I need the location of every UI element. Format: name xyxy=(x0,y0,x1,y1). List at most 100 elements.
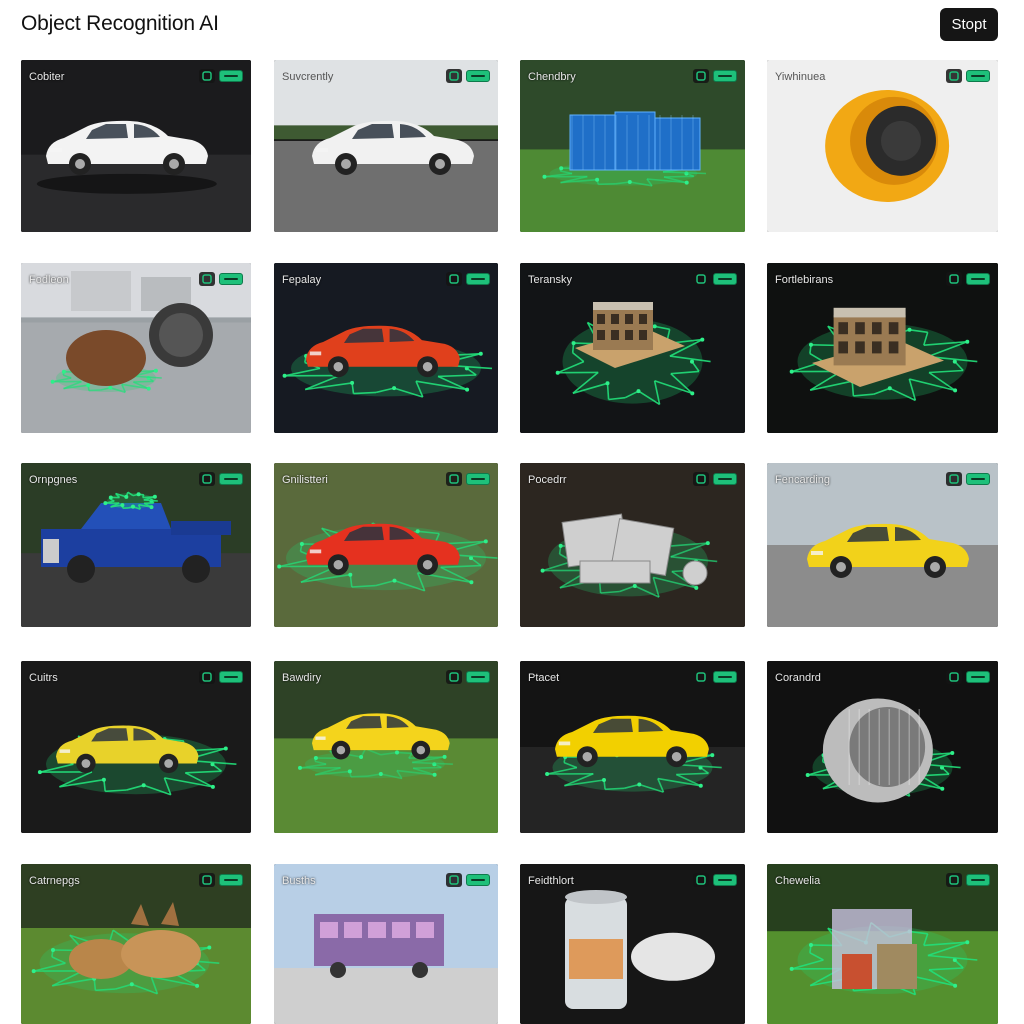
tile-badges xyxy=(446,472,490,486)
tile-label: Fortlebirans xyxy=(775,274,834,286)
detection-status-icon xyxy=(966,874,990,886)
detection-status-icon xyxy=(713,70,737,82)
scan-icon xyxy=(946,272,962,286)
detection-status-icon xyxy=(219,671,243,683)
start-button[interactable]: Stopt xyxy=(940,8,998,41)
tile-label: Ptacet xyxy=(528,672,560,684)
detection-status-icon xyxy=(713,874,737,886)
scan-icon xyxy=(199,873,215,887)
tile-label: Bawdiry xyxy=(282,672,322,684)
tile-image xyxy=(21,60,251,232)
tile-image xyxy=(21,263,251,433)
result-tile[interactable]: Ornpgnes xyxy=(21,463,251,627)
detection-status-icon xyxy=(466,671,490,683)
detection-status-icon xyxy=(713,473,737,485)
scan-icon xyxy=(693,272,709,286)
tile-image xyxy=(767,263,998,433)
result-tile[interactable]: Cobiter xyxy=(21,60,251,232)
tile-badges xyxy=(446,670,490,684)
scan-icon xyxy=(946,670,962,684)
tile-image xyxy=(520,661,745,833)
result-tile[interactable]: Yiwhinuea xyxy=(767,60,998,232)
tile-badges xyxy=(199,69,243,83)
tile-badges xyxy=(946,670,990,684)
tile-badges xyxy=(946,69,990,83)
tile-image xyxy=(274,263,498,433)
tile-badges xyxy=(446,69,490,83)
scan-icon xyxy=(446,670,462,684)
tile-image xyxy=(767,864,998,1024)
tile-image xyxy=(274,864,498,1024)
tile-label: Teransky xyxy=(528,274,573,286)
result-tile[interactable]: Chewelia xyxy=(767,864,998,1024)
tile-image xyxy=(274,661,498,833)
detection-status-icon xyxy=(466,874,490,886)
tile-badges xyxy=(693,873,737,887)
scan-icon xyxy=(199,272,215,286)
tile-badges xyxy=(693,272,737,286)
scan-icon xyxy=(946,472,962,486)
tile-badges xyxy=(946,272,990,286)
tile-image xyxy=(21,864,251,1024)
scan-icon xyxy=(199,69,215,83)
app-title: Object Recognition AI xyxy=(21,12,219,35)
detection-status-icon xyxy=(219,473,243,485)
result-tile[interactable]: Teransky xyxy=(520,263,745,433)
detection-status-icon xyxy=(966,70,990,82)
scan-icon xyxy=(199,472,215,486)
result-tile[interactable]: Pocedrr xyxy=(520,463,745,627)
tile-label: Fodleon xyxy=(29,274,69,286)
scan-icon xyxy=(693,873,709,887)
scan-icon xyxy=(446,272,462,286)
tile-label: Cobiter xyxy=(29,71,65,83)
tile-label: Catrnepgs xyxy=(29,875,80,887)
detection-status-icon xyxy=(219,874,243,886)
result-tile[interactable]: Bawdiry xyxy=(274,661,498,833)
tile-badges xyxy=(693,69,737,83)
tile-badges xyxy=(446,272,490,286)
tile-image xyxy=(767,463,998,627)
tile-badges xyxy=(199,873,243,887)
result-tile[interactable]: Feidthlort xyxy=(520,864,745,1024)
tile-badges xyxy=(446,873,490,887)
tile-label: Suvcrently xyxy=(282,71,334,83)
tile-label: Yiwhinuea xyxy=(775,71,826,83)
tile-image xyxy=(21,463,251,627)
result-tile[interactable]: Ptacet xyxy=(520,661,745,833)
tile-badges xyxy=(199,472,243,486)
tile-label: Busths xyxy=(282,875,316,887)
tile-image xyxy=(274,60,498,232)
tile-badges xyxy=(199,670,243,684)
tile-image xyxy=(274,463,498,627)
detection-status-icon xyxy=(466,273,490,285)
result-tile[interactable]: Corandrd xyxy=(767,661,998,833)
result-tile[interactable]: Chendbry xyxy=(520,60,745,232)
tile-label: Feidthlort xyxy=(528,875,574,887)
tile-badges xyxy=(693,472,737,486)
result-tile[interactable]: Fencarding xyxy=(767,463,998,627)
tile-label: Chewelia xyxy=(775,875,821,887)
scan-icon xyxy=(693,472,709,486)
tile-image xyxy=(767,60,998,232)
detection-status-icon xyxy=(966,473,990,485)
tile-label: Cuitrs xyxy=(29,672,58,684)
tile-image xyxy=(767,661,998,833)
result-tile[interactable]: Cuitrs xyxy=(21,661,251,833)
scan-icon xyxy=(199,670,215,684)
result-tile[interactable]: Fortlebirans xyxy=(767,263,998,433)
detection-status-icon xyxy=(466,473,490,485)
tile-image xyxy=(520,463,745,627)
tile-label: Fencarding xyxy=(775,474,831,486)
result-tile[interactable]: Catrnepgs xyxy=(21,864,251,1024)
result-tile[interactable]: Suvcrently xyxy=(274,60,498,232)
tile-image xyxy=(520,60,745,232)
tile-label: Ornpgnes xyxy=(29,474,78,486)
result-tile[interactable]: Fepalay xyxy=(274,263,498,433)
result-tile[interactable]: Fodleon xyxy=(21,263,251,433)
tile-label: Chendbry xyxy=(528,71,576,83)
result-tile[interactable]: Busths xyxy=(274,864,498,1024)
scan-icon xyxy=(946,69,962,83)
tile-badges xyxy=(946,472,990,486)
detection-status-icon xyxy=(966,273,990,285)
result-tile[interactable]: Gnilistteri xyxy=(274,463,498,627)
